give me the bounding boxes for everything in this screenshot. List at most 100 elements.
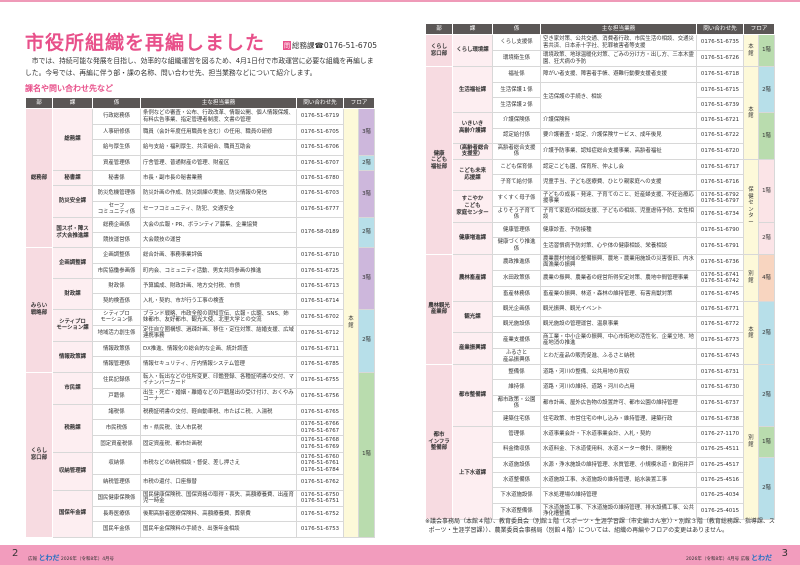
floor-cell: 2階: [757, 301, 776, 366]
floor-cell: 2階: [357, 308, 376, 373]
work-cell: 給与支給・福利厚生、共済組合、職員互助会: [140, 139, 297, 156]
phone-cell: 0176-51-6760 0176-51-6761 0176-51-6784: [296, 451, 344, 476]
work-cell: 下水道施設工事、下水道施設の維持管理、排水設備工事、公共浄化槽整備: [540, 502, 697, 520]
work-cell: 条例などの審査・公布、行政改革、情報公開、個人情報保護、有料広告事業、指定管理者…: [140, 107, 297, 126]
footer-bar: 2 広報 とわだ 2026年（令和8年）4月号 2026年（令和8年）4月号 広…: [0, 545, 800, 565]
phone-cell: 0176-51-6720: [696, 142, 744, 161]
table-row: セーフ コミュニティ係 セーフコミュニティ、防犯、交通安全 0176-51-6777: [26, 200, 375, 218]
phone-cell: 0176-51-6711: [296, 341, 344, 358]
team-cell: 総務企画係: [92, 216, 141, 234]
phone-cell: 0176-51-6721: [696, 112, 744, 129]
sec-cell: 防災安全課: [52, 185, 93, 218]
sec-cell: いきいき 高齢介護課: [452, 112, 493, 144]
footer-issue-right: 2026年（令和8年）4月号 広報 とわだ: [686, 553, 772, 563]
table-row: 都市 インフラ 整備部 都市整備課 整備係 道路・河川の整備、公共用地の買収 0176-…: [425, 364, 776, 520]
team-cell: 下水道施設係: [492, 487, 541, 504]
work-cell: 税務証明書の交付、軽自動車税、市たばこ税、入湯税: [140, 403, 297, 421]
phone-cell: 0176-51-6753: [296, 521, 344, 538]
floor-cell: 1階: [757, 112, 776, 161]
team-cell: 戸籍係: [92, 387, 141, 405]
phone-cell: 0176-51-6716: [696, 174, 744, 191]
team-cell: 高齢者総合支援係: [492, 142, 541, 161]
dept-icon: 問: [283, 41, 292, 50]
dept-cell: 農林観光 産業部: [425, 253, 453, 366]
sec-cell: 農林畜産課: [452, 253, 493, 303]
floor-cell: 3階: [357, 247, 376, 310]
team-cell: 秘書係: [92, 170, 141, 187]
phone-cell: 0176-25-4517: [696, 456, 744, 474]
phone-cell: 0176-51-6717: [696, 159, 744, 176]
work-cell: 防災計画の作成、防災訓練の実施、防災情報の発信: [140, 185, 297, 202]
table-row: シティプロ モーション課 シティプロ モーション係 ブランド戦略、市政全般の周知宣伝…: [26, 308, 376, 373]
column-header: 主な担当業務: [140, 97, 297, 109]
table-row: 健康 こども 福祉部 生活福祉課 福祉係 障がい者支援、障害者手帳、避難行動要支援者支…: [425, 66, 776, 255]
table-row: 水道施設係 水源・浄水施設の維持管理、水質管理、小規模水道・飲用井戸 0176-25…: [426, 456, 776, 520]
table-row: 秘書課 秘書係 市長・副市長の秘書業務 0176-51-6780 3階: [26, 170, 376, 218]
table-row: くらし 窓口部 くらし環境課 くらし支援係 空き家対策、公共交通、消費者行政、市民生活…: [425, 33, 776, 68]
work-cell: 観光振興、観光イベント: [540, 301, 697, 318]
phone-cell: 0176-51-6792 0176-51-6797: [696, 189, 744, 207]
team-cell: 市民協働参画係: [92, 262, 141, 280]
phone-cell: 0176-51-6741 0176-51-6742: [696, 269, 744, 287]
phone-cell: 0176-51-6743: [696, 347, 744, 366]
phone-cell: 0176-51-6702: [296, 308, 344, 326]
table-row: 資産管理係 庁舎管理、普通財産の管理、財産区 0176-51-6707 2階: [26, 154, 376, 172]
table-row: 下水道施設係 下水処理場の維持管理 0176-25-4034: [426, 487, 775, 504]
phone-cell: 0176-51-6766 0176-51-6767: [296, 419, 344, 437]
logo: とわだ: [38, 554, 60, 562]
work-cell: 出生・死亡・婚姻・離婚などの戸籍届出の受け付け、おくやみコーナー: [140, 387, 297, 405]
table-row: いきいき 高齢介護課 介護保険係 介護保険料 0176-51-6721 1階: [426, 112, 776, 161]
team-cell: くらし支援係: [492, 33, 541, 52]
team-cell: こども保育係: [492, 159, 541, 176]
phone-cell: 0176-51-6772: [696, 316, 744, 333]
phone-cell: 0176-51-6737: [696, 394, 744, 412]
table-row: 給与厚生係 給与支給・福利厚生、共済組合、職員互助会 0176-51-6706: [26, 139, 375, 156]
team-cell: 健康づくり推進係: [492, 237, 541, 255]
work-cell: 入札・契約、市が行う工事の検査: [140, 293, 297, 310]
sec-cell: 都市整備課: [452, 364, 493, 428]
team-cell: 認定給付係: [492, 127, 541, 144]
table-row: すこやか こども 家庭センター すくすく母子係 子どもの成長・発達、子育てのこと、妊…: [426, 189, 775, 224]
work-cell: 農業農村地域の整備振興、農地・農業用施設の災害復旧、内水面漁業の振興: [540, 253, 697, 271]
issue-label: 2026年（令和8年）4月号: [60, 557, 115, 562]
table-row: 生活保護１係 生活保護の手続き、相談 0176-51-6715: [426, 81, 775, 114]
sec-cell: 収納管理課: [52, 451, 93, 491]
phone-cell: 0176-51-6707: [296, 154, 344, 172]
phone-cell: 0176-51-6706: [296, 139, 344, 156]
table-row: 国スポ・障スポ大会推進課 総務企画係 大会の広報・PR、ボランティア募集、企業協賛 0…: [26, 216, 376, 249]
page-number-left: 2: [12, 548, 19, 559]
table-row: 競技運営係 大会競技の運営: [26, 232, 375, 249]
sec-cell: 財政課: [52, 278, 93, 310]
work-cell: 職員（会計年度任用職員を含む）の任用、職員の研修: [140, 124, 297, 141]
table-row: 固定資産税係 固定資産税、都市計画税 0176-51-6768 0176-51-67…: [26, 435, 375, 453]
phone-cell: 0176-51-6768 0176-51-6769: [296, 435, 344, 453]
column-header: 問い合わせ先: [696, 23, 744, 35]
work-cell: 下水処理場の維持管理: [540, 487, 697, 504]
work-cell: セーフコミュニティ、防犯、交通安全: [140, 200, 297, 218]
sec-cell: 秘書課: [52, 170, 93, 187]
phone-cell: 0176-51-6750 0176-51-6751: [296, 489, 344, 507]
team-cell: 畜産林務係: [492, 285, 541, 303]
phone-cell: 0176-51-6730: [696, 379, 744, 396]
bldg-cell: 保健 セン ター: [743, 159, 759, 255]
work-cell: 大会競技の運営: [140, 232, 297, 249]
work-cell: 子育て家庭の相談支援、子どもの相談、児童虐待予防、女性相談: [540, 205, 697, 224]
table-row: くらし 窓口部 市民課 住民記録係 転入・転出などの住所変更、印鑑登録、各種証明書の交…: [25, 371, 376, 538]
phone-cell: 0176-51-6731: [696, 364, 744, 381]
dept-cell: 都市 インフラ 整備部: [425, 364, 453, 520]
table-row: 情報政策課 情報政策係 DX推進、情報化の総合的な企画、統計調査 0176-51-67…: [26, 341, 375, 373]
table-row: 都市政策・公園係 都市計画、屋外広告物の設置許可、都市公園の維持管理 0176-51…: [426, 394, 775, 412]
team-cell: 生活保護１係: [492, 81, 541, 98]
phone-cell: 0176-51-6712: [296, 324, 344, 343]
column-header: 係: [492, 23, 541, 35]
dept-cell: くらし 窓口部: [25, 371, 53, 538]
work-cell: 町内会、コミュニティ活動、男女共同参画の推進: [140, 262, 297, 280]
floor-cell: 2階: [757, 364, 776, 428]
phone-icon: ☎: [314, 41, 324, 50]
team-cell: 人事研修係: [92, 124, 141, 141]
phone-cell: 0176-51-6745: [696, 285, 744, 303]
work-cell: 道路・河川の維持、道路・河川の占用: [540, 379, 697, 396]
phone-cell: 0176-51-6736: [696, 253, 744, 271]
work-cell: 観光施設の管理運営、温泉事業: [540, 316, 697, 333]
sec-cell: 健康増進課: [452, 222, 493, 255]
